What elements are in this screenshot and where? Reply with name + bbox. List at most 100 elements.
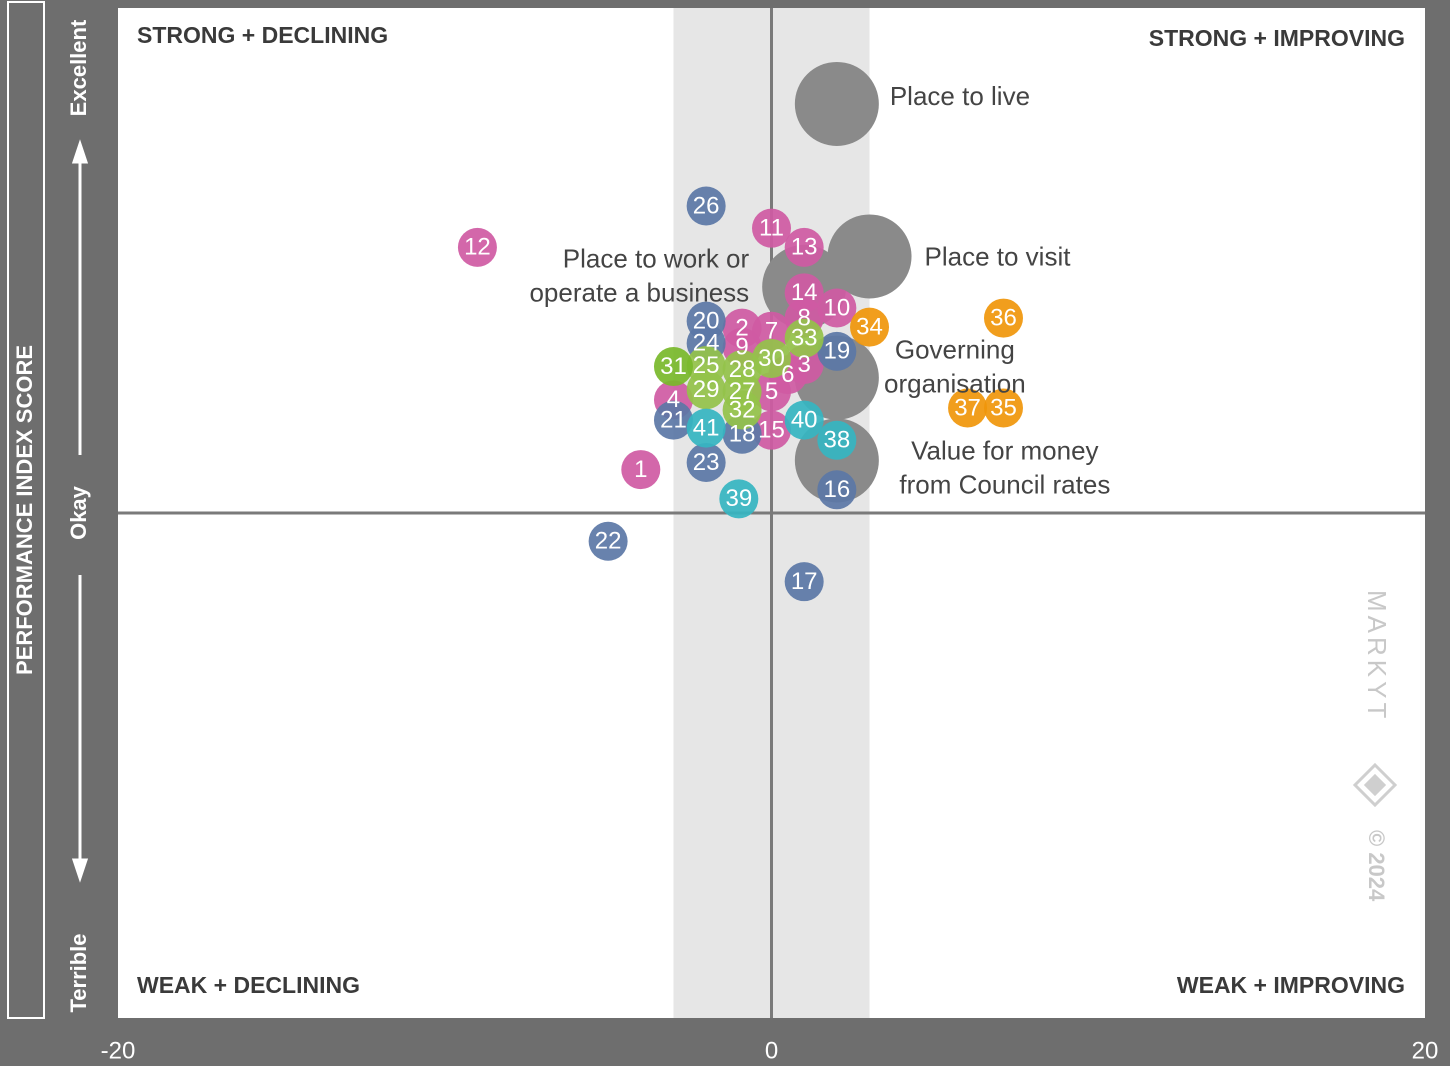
y-tick-label: Okay xyxy=(66,485,91,540)
bubble xyxy=(817,470,857,510)
overall-bubble xyxy=(827,214,912,299)
quadrant-label: WEAK + IMPROVING xyxy=(1177,972,1405,998)
bubble-label: 1 xyxy=(634,456,647,483)
bubble-label: 3 xyxy=(797,351,810,378)
bubble-label: 19 xyxy=(823,338,850,365)
bubble-label: 20 xyxy=(693,307,720,334)
bubble xyxy=(752,410,791,450)
bubble-label: 6 xyxy=(781,361,794,388)
bubble-label: 37 xyxy=(954,394,981,421)
bubble-label: 39 xyxy=(725,485,752,512)
bubble xyxy=(722,390,762,430)
overall-label: from Council rates xyxy=(899,469,1110,499)
bubble-label: 40 xyxy=(791,406,818,433)
grid-layer xyxy=(118,8,1425,1018)
bubble-label: 21 xyxy=(660,406,687,433)
x-tick-label: 0 xyxy=(765,1037,778,1064)
bubble xyxy=(653,347,693,387)
bubble-label: 17 xyxy=(791,568,818,595)
bubble-label: 33 xyxy=(791,325,818,352)
bubble-label: 11 xyxy=(759,215,784,242)
bubble-label: 23 xyxy=(693,449,720,476)
bubble-label: 26 xyxy=(693,192,720,219)
bubble xyxy=(983,298,1023,338)
y-tick-label: Terrible xyxy=(66,933,91,1012)
bubble xyxy=(784,562,824,602)
bubble-label: 14 xyxy=(791,279,818,306)
bubble xyxy=(722,350,762,390)
bubble xyxy=(784,227,824,267)
y-axis-title-box xyxy=(7,1,45,1019)
bubble-label: 2 xyxy=(735,315,748,342)
bubble-label: 9 xyxy=(735,334,748,361)
overall-label: operate a business xyxy=(529,278,749,308)
bubble-label: 30 xyxy=(758,345,785,372)
y-tick-label: Excellent xyxy=(66,19,91,116)
bubble xyxy=(752,338,791,378)
bubble-label: 32 xyxy=(729,396,756,423)
overall-label: Value for money xyxy=(911,435,1098,465)
overall-label: Place to live xyxy=(890,81,1030,111)
bubble xyxy=(621,450,661,490)
bubble xyxy=(817,288,857,328)
x-tick-label: 20 xyxy=(1412,1037,1439,1064)
bubble-label: 27 xyxy=(729,378,756,405)
bubble-label: 22 xyxy=(595,528,622,555)
overall-label: Place to work or xyxy=(563,244,750,274)
overall-bubble xyxy=(794,61,879,146)
bubble xyxy=(784,318,824,358)
quadrant-label: STRONG + IMPROVING xyxy=(1149,25,1405,51)
overall-label: Place to visit xyxy=(925,241,1072,271)
bubble xyxy=(850,307,890,347)
bubble-label: 10 xyxy=(823,294,850,321)
bubble xyxy=(752,311,791,351)
bubble xyxy=(686,408,726,448)
bubble xyxy=(457,227,497,267)
bubble-label: 35 xyxy=(990,394,1017,421)
bubble xyxy=(983,388,1023,428)
bubble xyxy=(686,186,726,226)
bubble-label: 29 xyxy=(693,376,720,403)
bubble xyxy=(784,273,824,313)
bubble xyxy=(817,420,857,460)
quadrant-label: WEAK + DECLINING xyxy=(137,972,360,998)
y-arrows xyxy=(71,139,89,883)
watermark-logo xyxy=(1352,762,1398,808)
watermark: © 2024 xyxy=(1364,830,1389,902)
watermark: MARKYT xyxy=(1362,590,1392,722)
bubble-label: 7 xyxy=(765,318,778,345)
y-axis-title: PERFORMANCE INDEX SCORE xyxy=(12,345,37,675)
bubble xyxy=(686,443,726,482)
bubble-label: 18 xyxy=(729,421,756,448)
bubble-label: 8 xyxy=(797,304,810,331)
bubble xyxy=(784,400,824,440)
bubble xyxy=(719,479,759,519)
overall-label: Governing xyxy=(895,335,1015,365)
bubble-label: 36 xyxy=(990,304,1017,331)
bubble-label: 41 xyxy=(693,415,720,442)
bubble-label: 15 xyxy=(758,417,785,444)
bubble-label: 25 xyxy=(693,352,720,379)
x-tick-label: -20 xyxy=(101,1037,136,1064)
bubble-label: 28 xyxy=(729,356,756,383)
bubble-label: 31 xyxy=(660,353,687,380)
bubble-label: 4 xyxy=(667,386,680,413)
bubble-label: 38 xyxy=(823,427,850,454)
overall-bubble xyxy=(794,418,879,503)
quadrant-label: STRONG + DECLINING xyxy=(137,22,388,48)
bubble-label: 5 xyxy=(765,378,778,405)
bubble-label: 13 xyxy=(791,234,818,261)
bubble xyxy=(948,388,988,428)
overall-label: organisation xyxy=(884,369,1026,399)
bubble xyxy=(752,208,791,248)
bubble xyxy=(817,331,857,371)
bubble-label: 34 xyxy=(856,314,883,341)
bubble xyxy=(653,400,693,440)
bubble-label: 12 xyxy=(464,234,491,261)
bubble-label: 24 xyxy=(693,330,720,357)
bubble xyxy=(686,370,726,410)
bubble-label: 16 xyxy=(823,476,850,503)
bubble xyxy=(588,521,628,561)
